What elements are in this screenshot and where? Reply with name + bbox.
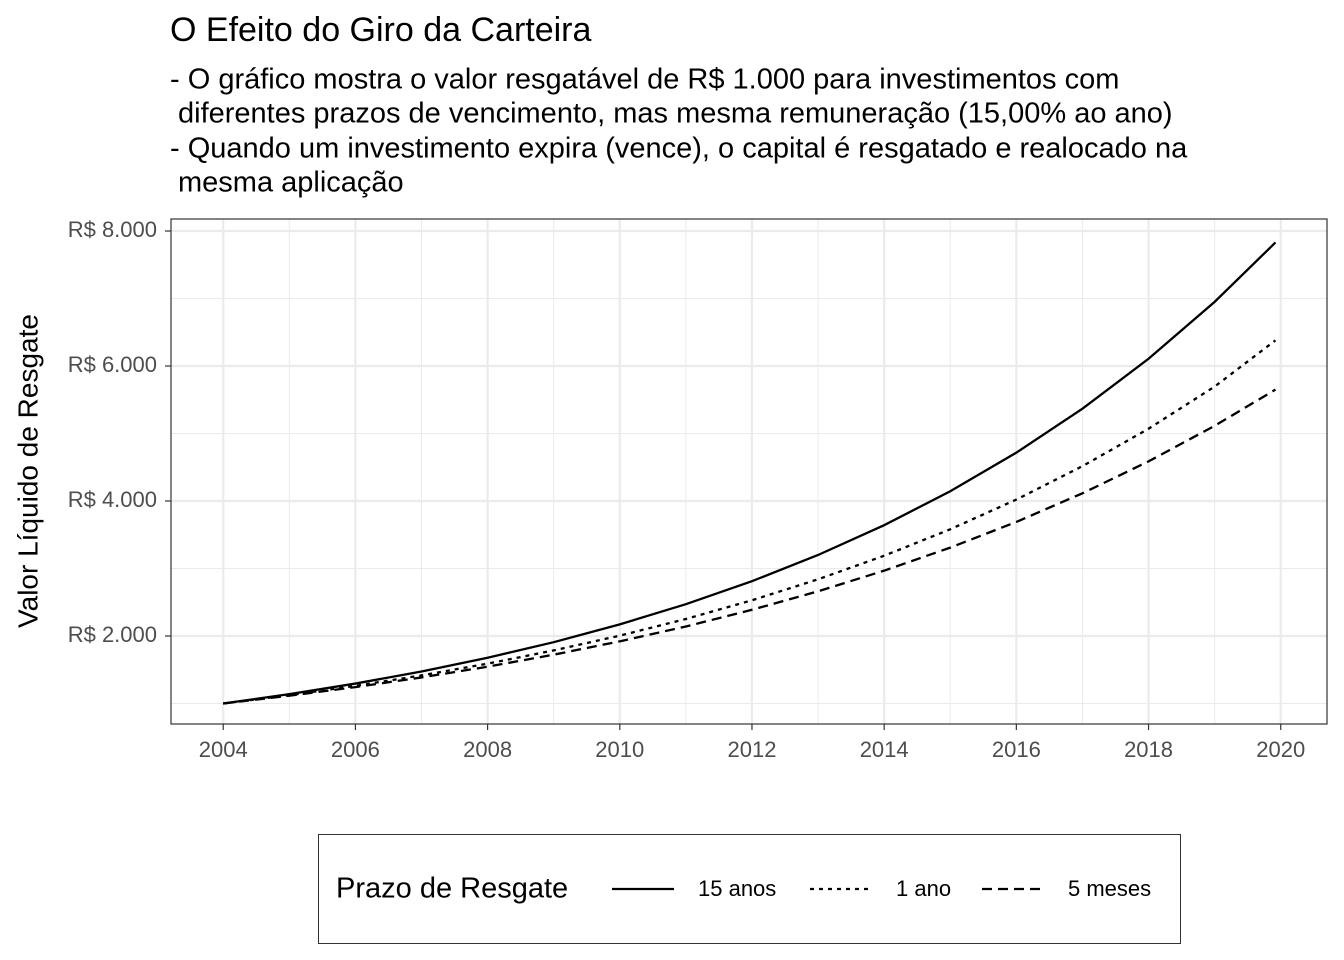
x-tick-label: 2004 (199, 737, 248, 762)
y-tick-label: R$ 8.000 (68, 217, 157, 242)
x-tick-label: 2012 (727, 737, 776, 762)
legend-label: 1 ano (896, 876, 951, 901)
y-axis-label: Valor Líquido de Resgate (12, 314, 43, 628)
x-tick-label: 2018 (1124, 737, 1173, 762)
subtitle-line: mesma aplicação (178, 167, 404, 199)
subtitle-line: diferentes prazos de vencimento, mas mes… (178, 98, 1173, 130)
y-tick-label: R$ 6.000 (68, 352, 157, 377)
series-line (223, 241, 1277, 705)
x-tick-label: 2014 (860, 737, 909, 762)
y-tick-label: R$ 4.000 (68, 487, 157, 512)
y-tick-label: R$ 2.000 (68, 622, 157, 647)
x-tick-label: 2020 (1256, 737, 1305, 762)
plot-border (170, 218, 1328, 725)
x-tick-label: 2010 (595, 737, 644, 762)
legend-title: Prazo de Resgate (336, 873, 568, 905)
series-line (223, 388, 1277, 705)
legend-label: 5 meses (1068, 876, 1151, 901)
series-line (223, 339, 1277, 705)
subtitle-line: - Quando um investimento expira (vence),… (170, 133, 1188, 165)
x-tick-label: 2008 (463, 737, 512, 762)
legend-label: 15 anos (698, 876, 776, 901)
chart-title: O Efeito do Giro da Carteira (170, 11, 592, 49)
x-tick-label: 2006 (331, 737, 380, 762)
x-tick-label: 2016 (992, 737, 1041, 762)
subtitle-line: - O gráfico mostra o valor resgatável de… (170, 64, 1119, 96)
